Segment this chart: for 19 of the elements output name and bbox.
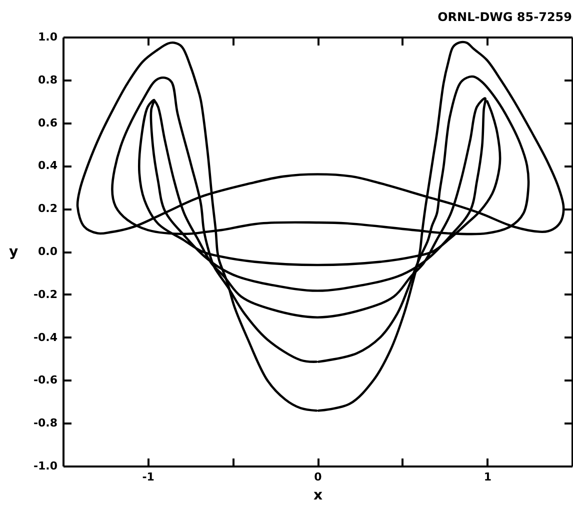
y-tick-label: 1.0 bbox=[38, 30, 58, 44]
y-tick-label: -0.6 bbox=[33, 374, 58, 387]
line-series bbox=[111, 76, 530, 363]
x-tick-label: -1 bbox=[142, 470, 154, 484]
y-axis-title: y bbox=[8, 244, 18, 260]
y-tick-label: 0.8 bbox=[38, 73, 58, 86]
y-tick-label: 0.0 bbox=[38, 245, 58, 258]
y-tick-label: 0.2 bbox=[38, 202, 58, 216]
y-tick-label: -0.2 bbox=[33, 288, 58, 301]
y-tick-label: -1.0 bbox=[33, 460, 58, 472]
line-series bbox=[138, 97, 502, 318]
x-tick-label: 0 bbox=[314, 470, 322, 484]
y-tick-label: -0.8 bbox=[33, 416, 58, 430]
text: ORNL-DWG 85-7259 bbox=[438, 10, 572, 24]
y-tick-label: -0.4 bbox=[33, 330, 58, 344]
x-tick-label: 1 bbox=[484, 470, 492, 484]
y-tick-label: 0.6 bbox=[38, 116, 58, 130]
x-axis-title: x bbox=[313, 488, 323, 504]
y-tick-label: 0.4 bbox=[38, 159, 58, 172]
